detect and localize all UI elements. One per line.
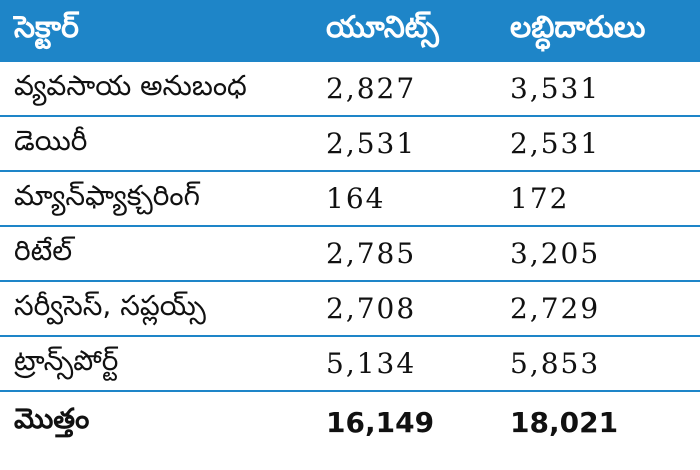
units-cell: 164 — [326, 182, 386, 215]
units-cell: 5,134 — [326, 347, 417, 380]
sector-cell: మ్యాన్‌ఫ్యాక్చరింగ్ — [14, 178, 200, 212]
sector-cell: రిటేల్ — [14, 233, 73, 267]
total-beneficiaries: 18,021 — [510, 405, 619, 439]
table-row: వ్యవసాయ అనుబంధ 2,827 3,531 — [0, 62, 700, 117]
table-header: సెక్టార్ యూనిట్స్ లబ్ధిదారులు — [0, 0, 700, 62]
header-units: యూనిట్స్ — [326, 10, 439, 45]
total-row: మొత్తం 16,149 18,021 — [0, 392, 700, 452]
beneficiaries-cell: 172 — [510, 182, 570, 215]
table-row: ట్రాన్స్‌పోర్ట్ 5,134 5,853 — [0, 337, 700, 392]
table-row: డెయిరీ 2,531 2,531 — [0, 117, 700, 172]
table-row: మ్యాన్‌ఫ్యాక్చరింగ్ 164 172 — [0, 172, 700, 227]
sector-cell: డెయిరీ — [14, 123, 88, 157]
beneficiaries-cell: 2,729 — [510, 292, 601, 325]
total-units: 16,149 — [326, 405, 435, 439]
header-beneficiaries: లబ్ధిదారులు — [510, 10, 646, 45]
beneficiaries-cell: 2,531 — [510, 127, 601, 160]
units-cell: 2,827 — [326, 72, 417, 105]
units-cell: 2,708 — [326, 292, 417, 325]
beneficiaries-cell: 3,205 — [510, 237, 601, 270]
table-row: రిటేల్ 2,785 3,205 — [0, 227, 700, 282]
units-cell: 2,785 — [326, 237, 417, 270]
header-sector: సెక్టార్ — [14, 10, 79, 45]
sector-cell: ట్రాన్స్‌పోర్ట్ — [14, 343, 119, 377]
beneficiaries-cell: 3,531 — [510, 72, 601, 105]
beneficiaries-cell: 5,853 — [510, 347, 601, 380]
table-row: సర్వీసెస్, సప్లయ్స్ 2,708 2,729 — [0, 282, 700, 337]
sector-cell: సర్వీసెస్, సప్లయ్స్ — [14, 288, 206, 322]
units-cell: 2,531 — [326, 127, 417, 160]
sector-cell: వ్యవసాయ అనుబంధ — [14, 68, 247, 102]
total-label: మొత్తం — [14, 402, 90, 435]
